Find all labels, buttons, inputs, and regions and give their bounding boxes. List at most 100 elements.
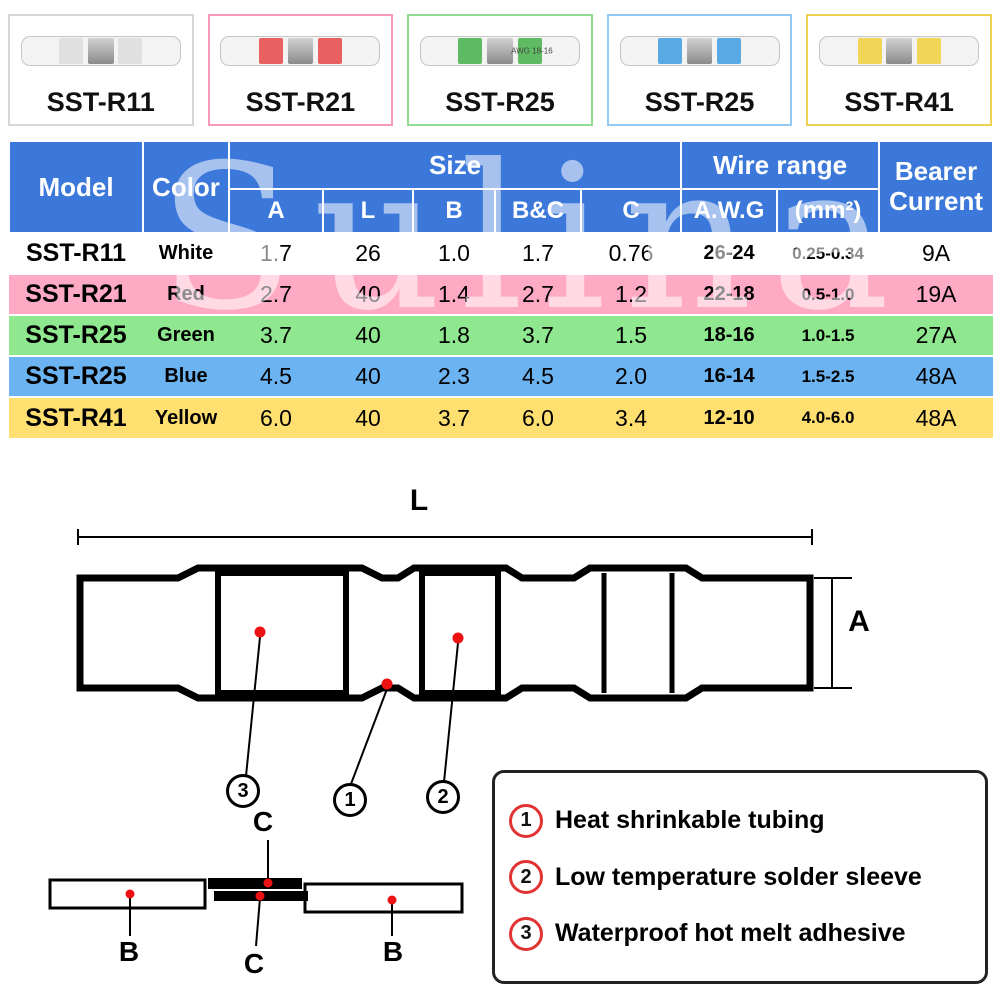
wire-right <box>303 882 464 914</box>
connector-tube-image <box>20 36 181 66</box>
header-size-bc: B&C <box>494 188 582 234</box>
cell-a: 4.5 <box>229 355 323 397</box>
sealant-band-right <box>517 38 542 64</box>
adhesive-section-left <box>215 570 349 696</box>
wire-overlap-diagram <box>48 840 464 947</box>
solder-ring <box>886 38 912 64</box>
overlap-label-b-right: B <box>382 936 404 967</box>
connector-tube-image <box>819 36 980 66</box>
callout-2-solder: 2 <box>426 780 460 814</box>
sealant-band-left <box>857 38 882 64</box>
cell-l: 40 <box>323 314 413 356</box>
callout-leader-lines <box>245 636 459 785</box>
dimension-label-diameter: A <box>848 605 870 638</box>
table-row-sst-r25-green: SST-R25 Green 3.7 40 1.8 3.7 1.5 18-16 1… <box>9 314 994 356</box>
header-bearer-current: Bearer Current <box>878 140 995 234</box>
cell-awg: 12-10 <box>681 396 778 438</box>
cell-b: 2.3 <box>413 355 495 397</box>
cell-current: 48A <box>879 396 994 438</box>
table-row-sst-r21: SST-R21 Red 2.7 40 1.4 2.7 1.2 22-18 0.5… <box>9 273 994 315</box>
cell-current: 27A <box>879 314 994 356</box>
cell-c: 0.76 <box>581 232 682 274</box>
marker-dot-b-left <box>125 889 135 899</box>
cell-mm2: 0.25-0.34 <box>777 232 880 274</box>
product-card-sst-r21: SST-R21 <box>207 14 394 126</box>
cell-bc: 4.5 <box>495 355 581 397</box>
dimension-line-a <box>814 577 852 689</box>
sealant-band-right <box>318 38 342 64</box>
dimension-label-length: L <box>409 484 429 517</box>
product-card-sst-r41: SST-R41 <box>806 14 992 126</box>
cell-c: 2.0 <box>581 355 682 397</box>
header-size-group: Size <box>227 140 683 190</box>
cell-b: 3.7 <box>413 396 495 438</box>
product-model-label: SST-R41 <box>844 87 954 117</box>
product-card-sst-r25-blue: SST-R25 <box>606 14 793 126</box>
sealant-band-left <box>458 38 483 64</box>
solder-ring <box>487 38 513 64</box>
cell-c: 1.5 <box>581 314 682 356</box>
header-size-a: A <box>228 188 324 234</box>
cell-awg: 18-16 <box>681 314 778 356</box>
product-card-sst-r11: SST-R11 <box>8 14 194 126</box>
table-header-row-1: Model Color Size Wire range Bearer Curre… <box>8 140 995 234</box>
solder-ring <box>87 38 114 64</box>
cell-bc: 6.0 <box>495 396 581 438</box>
cell-current: 9A <box>879 232 994 274</box>
cell-awg: 22-18 <box>681 273 778 315</box>
cell-color: Yellow <box>143 396 229 438</box>
table-row-sst-r41: SST-R41 Yellow 6.0 40 3.7 6.0 3.4 12-10 … <box>9 396 994 438</box>
cell-b: 1.0 <box>413 232 495 274</box>
cell-model: SST-R21 <box>9 273 143 315</box>
product-gallery: SST-R11 SST-R21 AWG 18-16 <box>8 14 992 126</box>
cell-current: 48A <box>879 355 994 397</box>
connector-tube-image <box>619 36 780 66</box>
cell-bc: 2.7 <box>495 273 581 315</box>
legend-text-tubing: Heat shrinkable tubing <box>555 806 825 834</box>
cell-model: SST-R41 <box>9 396 143 438</box>
sealant-band-left <box>657 38 682 64</box>
legend-text-adhesive: Waterproof hot melt adhesive <box>555 919 906 947</box>
cell-bc: 3.7 <box>495 314 581 356</box>
header-wire-range-group: Wire range <box>680 140 881 190</box>
product-photo <box>10 16 192 86</box>
cell-mm2: 1.0-1.5 <box>777 314 880 356</box>
tube-print-text: AWG 18-16 <box>511 46 553 56</box>
cell-model: SST-R25 <box>9 314 143 356</box>
product-model-label: SST-R25 <box>445 87 555 117</box>
marker-dot-solder <box>452 632 464 644</box>
legend-text-solder: Low temperature solder sleeve <box>555 862 922 891</box>
sealant-band-right <box>916 38 941 64</box>
header-size-b: B <box>412 188 496 234</box>
cell-b: 1.8 <box>413 314 495 356</box>
overlap-strip-upper <box>208 878 302 889</box>
overlap-label-c-bottom: C <box>243 948 265 979</box>
product-model-label: SST-R25 <box>644 87 755 117</box>
cell-c: 3.4 <box>581 396 682 438</box>
spec-table: Model Color Size Wire range Bearer Curre… <box>8 140 995 438</box>
cell-bc: 1.7 <box>495 232 581 274</box>
product-model-label: SST-R11 <box>46 87 155 117</box>
cell-current: 19A <box>879 273 994 315</box>
cell-awg: 26-24 <box>681 232 778 274</box>
overlap-label-b-left: B <box>118 936 140 967</box>
cell-l: 40 <box>323 396 413 438</box>
cell-model: SST-R11 <box>9 232 143 274</box>
cell-l: 40 <box>323 355 413 397</box>
legend-box: 1 Heat shrinkable tubing 2 Low temperatu… <box>492 770 988 984</box>
cell-c: 1.2 <box>581 273 682 315</box>
header-size-l: L <box>322 188 414 234</box>
cell-b: 1.4 <box>413 273 495 315</box>
cell-mm2: 1.5-2.5 <box>777 355 880 397</box>
sealant-band-right <box>118 38 143 64</box>
product-model-label: SST-R21 <box>245 87 356 117</box>
header-color: Color <box>142 140 230 234</box>
callout-3-adhesive: 3 <box>226 774 260 808</box>
solder-ring <box>287 38 314 64</box>
solder-ring <box>686 38 713 64</box>
cell-mm2: 4.0-6.0 <box>777 396 880 438</box>
legend-item-adhesive: 3 Waterproof hot melt adhesive <box>509 916 971 951</box>
marker-dot-adhesive <box>254 626 266 638</box>
cell-l: 40 <box>323 273 413 315</box>
